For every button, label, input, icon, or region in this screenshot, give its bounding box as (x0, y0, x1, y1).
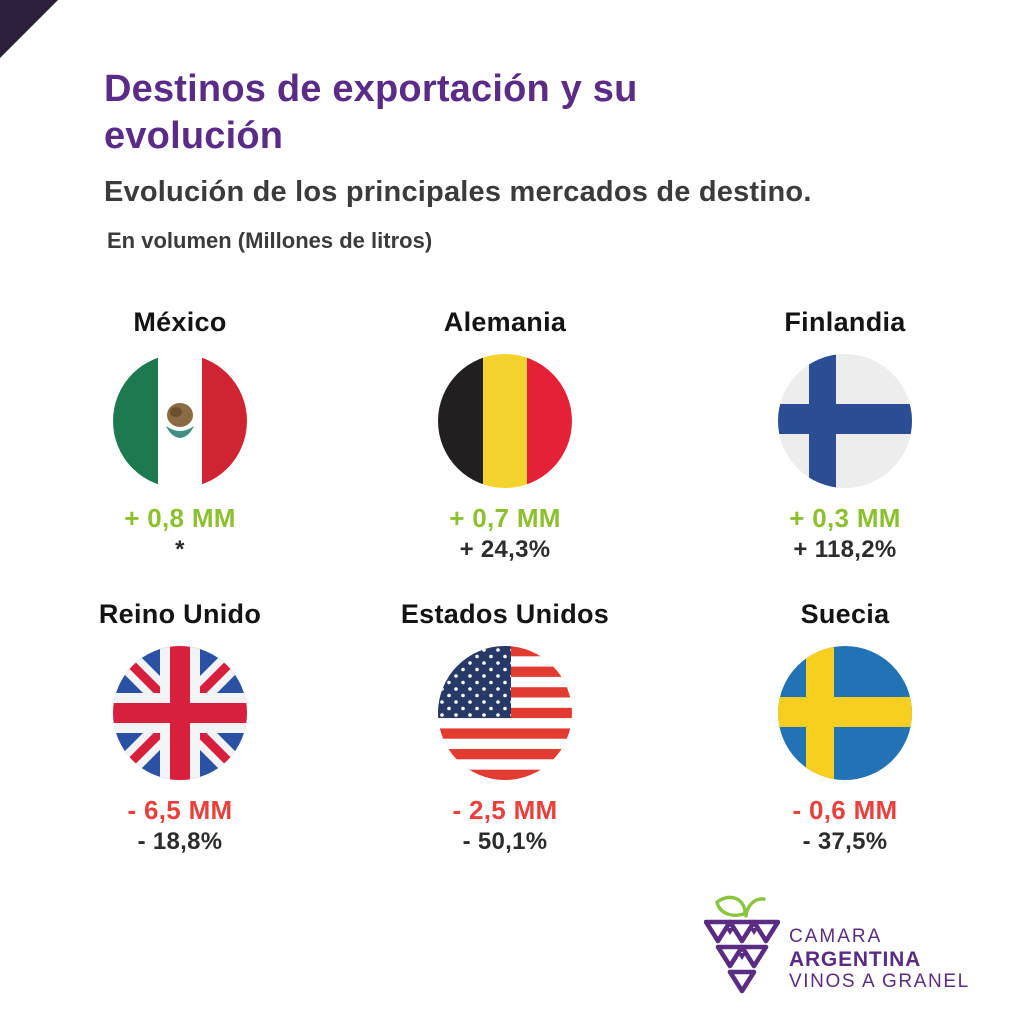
percent-change-value: - 18,8% (137, 828, 223, 855)
page-subtitle: Evolución de los principales mercados de… (104, 176, 812, 209)
grape-cluster-icon (703, 890, 781, 994)
volume-change-value: - 6,5 MM (127, 795, 233, 825)
country-card-estados-unidos: Estados Unidos (340, 598, 670, 856)
mexico-flag-icon (113, 354, 247, 488)
country-card-alemania: Alemania + 0,7 MM + 24,3% (340, 306, 670, 564)
percent-change-value: - 37,5% (802, 828, 888, 855)
estados-unidos-flag-icon (438, 646, 572, 780)
country-name: Estados Unidos (400, 599, 610, 629)
countries-grid: México + 0,8 MM * Alemania (20, 306, 1020, 856)
percent-change-value: + 24,3% (459, 536, 551, 563)
reino-unido-flag-icon (113, 646, 247, 780)
country-name: Reino Unido (98, 599, 262, 629)
country-card-suecia: Suecia - 0,6 MM - 37,5% (670, 598, 1020, 856)
corner-triangle-decoration (0, 0, 58, 58)
logo-text: CAMARA ARGENTINA VINOS A GRANEL (789, 926, 970, 993)
volume-change-value: + 0,7 MM (449, 503, 561, 533)
unit-note: En volumen (Millones de litros) (107, 228, 433, 254)
country-name: Suecia (800, 599, 890, 629)
country-card-reino-unido: Reino Unido - 6,5 MM - 18,8% (20, 598, 340, 856)
volume-change-value: + 0,3 MM (789, 503, 901, 533)
camara-argentina-logo: CAMARA ARGENTINA VINOS A GRANEL (703, 890, 970, 994)
country-card-finlandia: Finlandia + 0,3 MM + 118,2% (670, 306, 1020, 564)
header: Destinos de exportación y su evolución E… (104, 66, 984, 254)
logo-line-camara: CAMARA (789, 926, 883, 947)
country-name: México (133, 307, 227, 337)
logo-line-argentina: ARGENTINA (789, 948, 922, 971)
suecia-flag-icon (778, 646, 912, 780)
page-title: Destinos de exportación y su evolución (104, 68, 638, 158)
percent-change-value: * (175, 536, 185, 563)
country-card-mexico: México + 0,8 MM * (20, 306, 340, 564)
volume-change-value: - 2,5 MM (452, 795, 558, 825)
alemania-flag-icon (438, 354, 572, 488)
volume-change-value: + 0,8 MM (124, 503, 236, 533)
country-name: Alemania (443, 307, 567, 337)
percent-change-value: - 50,1% (462, 828, 548, 855)
logo-line-vinos: VINOS A GRANEL (789, 971, 970, 992)
volume-change-value: - 0,6 MM (792, 795, 898, 825)
country-name: Finlandia (784, 307, 906, 337)
finlandia-flag-icon (778, 354, 912, 488)
percent-change-value: + 118,2% (793, 536, 897, 563)
